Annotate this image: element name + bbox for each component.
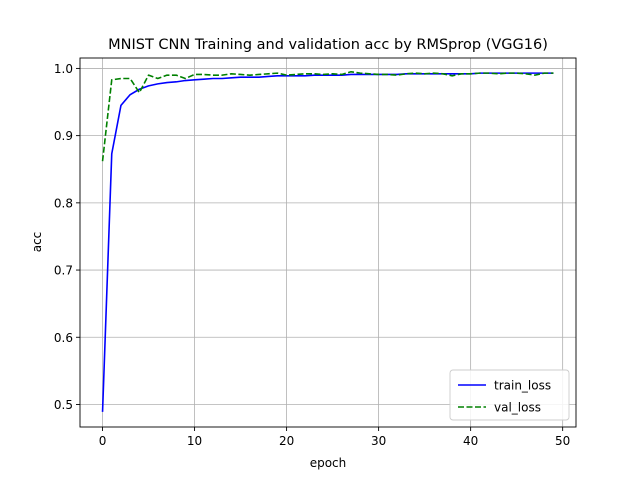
x-tick-label: 20 [279, 434, 294, 448]
y-tick-label: 0.5 [54, 398, 73, 412]
chart-title: MNIST CNN Training and validation acc by… [108, 37, 548, 53]
plot-frame [79, 57, 577, 428]
x-tick-label: 30 [371, 434, 386, 448]
y-tick-label: 1.0 [54, 62, 73, 76]
x-tick-label: 10 [187, 434, 202, 448]
y-tick-label: 0.6 [54, 331, 73, 345]
grid-lines [80, 58, 576, 427]
legend: train_loss val_loss [449, 369, 570, 421]
series-lines [101, 70, 554, 412]
y-tick-label: 0.9 [54, 129, 73, 143]
series-line-val-loss [101, 70, 554, 162]
y-tick-label: 0.8 [54, 196, 73, 210]
axes-frame [79, 57, 577, 428]
legend-label-train-loss: train_loss [494, 379, 551, 393]
y-axis-label: acc [30, 232, 44, 253]
axis-ticks: 0 10 20 30 40 50 0.5 0.6 0.7 0.8 0.9 1.0 [54, 62, 570, 448]
x-tick-label: 50 [555, 434, 570, 448]
y-tick-label: 0.7 [54, 264, 73, 278]
x-tick-label: 0 [99, 434, 107, 448]
legend-label-val-loss: val_loss [494, 401, 541, 415]
x-axis-label: epoch [310, 456, 347, 470]
x-tick-label: 40 [463, 434, 478, 448]
